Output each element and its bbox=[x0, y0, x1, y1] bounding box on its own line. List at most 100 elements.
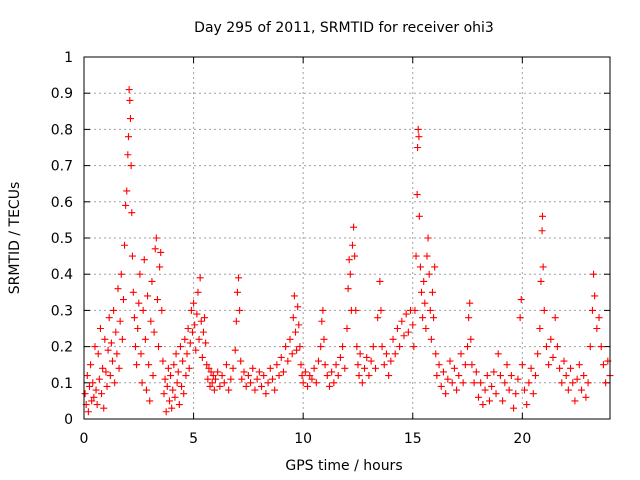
data-point bbox=[317, 343, 325, 351]
data-point bbox=[185, 364, 193, 372]
data-point bbox=[118, 335, 126, 343]
data-point bbox=[138, 379, 146, 387]
data-point bbox=[163, 382, 171, 390]
data-point bbox=[128, 252, 136, 260]
data-point bbox=[393, 325, 401, 332]
data-point bbox=[137, 350, 145, 358]
data-point bbox=[168, 404, 176, 412]
data-point bbox=[297, 361, 305, 369]
data-point bbox=[330, 379, 338, 387]
data-point bbox=[378, 343, 386, 351]
data-point bbox=[111, 379, 119, 387]
data-point bbox=[92, 386, 100, 394]
data-point bbox=[430, 314, 438, 322]
data-point bbox=[275, 372, 283, 380]
data-point bbox=[410, 343, 418, 351]
data-point bbox=[425, 270, 433, 278]
data-point bbox=[539, 263, 547, 271]
data-point bbox=[427, 335, 435, 343]
data-point bbox=[197, 317, 205, 325]
data-point bbox=[89, 379, 97, 387]
y-tick-label: 0.6 bbox=[51, 195, 73, 211]
data-point bbox=[169, 386, 177, 394]
data-point bbox=[101, 335, 109, 343]
y-tick-label: 0.1 bbox=[51, 376, 73, 392]
data-point bbox=[125, 86, 133, 94]
data-point bbox=[465, 314, 473, 322]
data-point bbox=[415, 133, 423, 141]
data-point bbox=[110, 306, 118, 314]
data-point bbox=[597, 343, 605, 351]
data-point bbox=[155, 343, 163, 351]
data-point bbox=[140, 256, 148, 264]
data-point bbox=[93, 401, 101, 409]
data-point bbox=[139, 306, 147, 314]
data-point bbox=[416, 263, 424, 271]
data-point bbox=[295, 321, 303, 329]
data-point bbox=[350, 223, 358, 231]
data-point bbox=[431, 263, 439, 271]
data-point bbox=[415, 212, 423, 220]
data-point bbox=[191, 321, 199, 329]
data-point bbox=[171, 393, 179, 401]
data-point bbox=[531, 372, 539, 380]
data-point bbox=[132, 343, 140, 351]
data-point bbox=[158, 306, 166, 314]
data-point bbox=[104, 346, 112, 354]
data-point bbox=[358, 379, 366, 387]
data-point bbox=[396, 343, 404, 351]
data-point bbox=[354, 361, 362, 369]
data-point bbox=[286, 335, 294, 343]
data-point bbox=[352, 306, 360, 314]
data-point bbox=[323, 372, 331, 380]
data-point bbox=[499, 397, 507, 405]
data-point bbox=[150, 328, 158, 336]
y-tick-label: 0.9 bbox=[51, 86, 73, 102]
data-point bbox=[214, 368, 222, 376]
data-point bbox=[374, 314, 382, 322]
data-point bbox=[540, 306, 548, 314]
data-point bbox=[442, 390, 450, 398]
data-point bbox=[580, 372, 588, 380]
data-point bbox=[260, 372, 268, 380]
data-point bbox=[209, 372, 217, 380]
data-point bbox=[599, 361, 607, 369]
data-point bbox=[426, 306, 434, 314]
data-point bbox=[102, 368, 110, 376]
data-point bbox=[433, 372, 441, 380]
data-point bbox=[182, 372, 190, 380]
data-point bbox=[361, 364, 369, 372]
y-axis: 0 0.1 0.2 0.3 0.4 0.5 0.6 0.7 0.8 0.9 1 bbox=[51, 50, 610, 428]
data-point bbox=[293, 346, 301, 354]
data-point bbox=[569, 379, 577, 387]
data-point bbox=[136, 270, 144, 278]
data-point bbox=[133, 361, 141, 369]
data-point bbox=[149, 372, 157, 380]
data-point bbox=[144, 292, 152, 300]
data-point bbox=[514, 375, 522, 383]
data-point bbox=[192, 346, 200, 354]
data-point bbox=[222, 361, 230, 369]
data-point bbox=[249, 364, 257, 372]
data-point bbox=[567, 364, 575, 372]
data-point bbox=[306, 372, 314, 380]
data-point bbox=[112, 328, 120, 336]
data-point bbox=[382, 350, 390, 358]
data-point bbox=[439, 368, 447, 376]
data-point bbox=[402, 310, 410, 318]
data-point bbox=[244, 372, 252, 380]
x-tick-label: 15 bbox=[404, 431, 422, 447]
data-point bbox=[351, 252, 359, 260]
data-point bbox=[83, 372, 91, 380]
plot-frame bbox=[83, 56, 611, 420]
data-point bbox=[194, 288, 202, 296]
data-point bbox=[536, 325, 544, 332]
data-point bbox=[255, 368, 263, 376]
data-point bbox=[127, 162, 135, 170]
data-point bbox=[602, 379, 610, 387]
data-point bbox=[437, 382, 445, 390]
data-point bbox=[220, 379, 228, 387]
data-point bbox=[251, 386, 259, 394]
data-point bbox=[190, 299, 198, 307]
